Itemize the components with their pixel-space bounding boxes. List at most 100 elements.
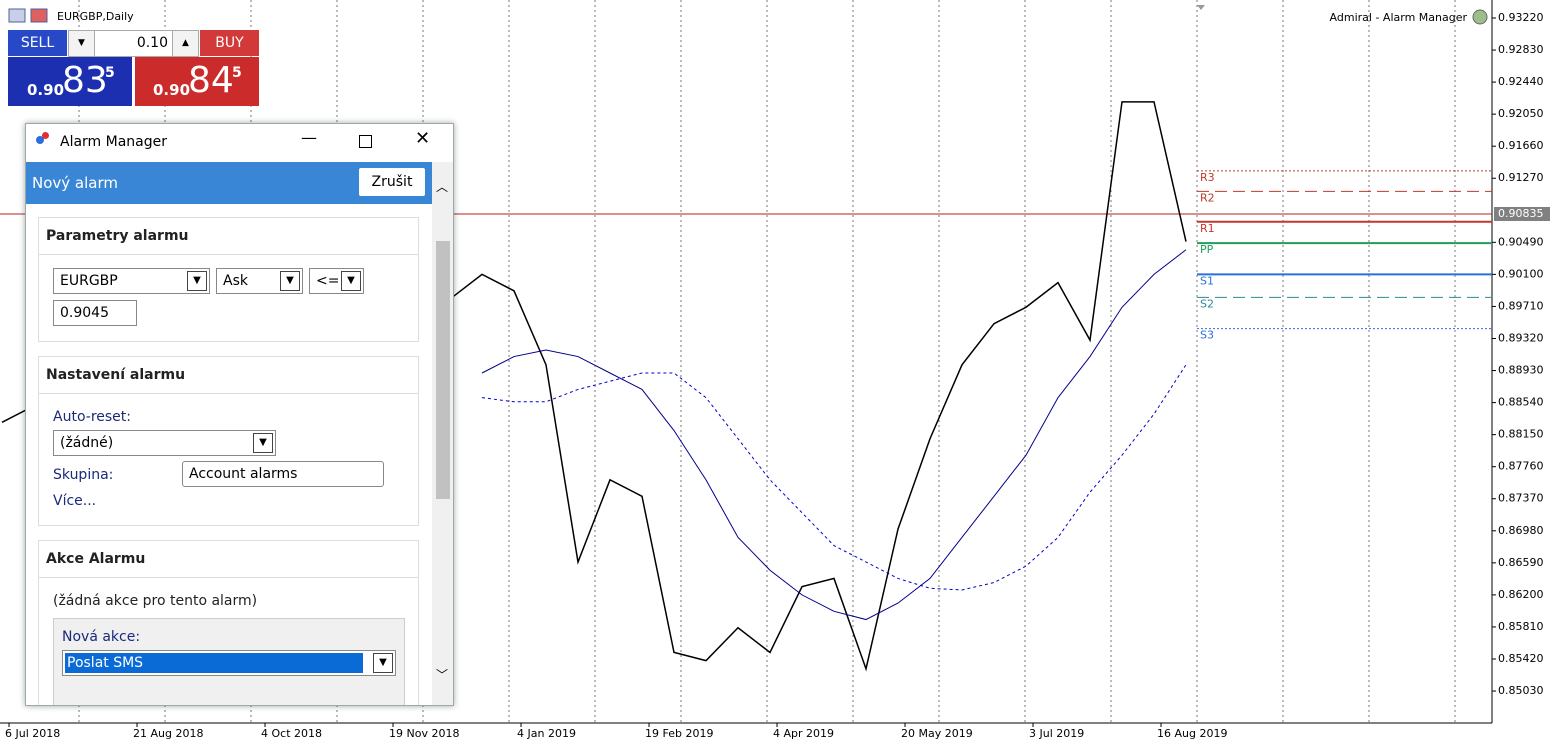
y-tick-label: 0.85030 [1498,684,1544,697]
y-tick-label: 0.87760 [1498,460,1544,473]
dialog-title: Alarm Manager [60,134,168,150]
pivot-label: S2 [1200,297,1214,310]
x-tick-label: 4 Jan 2019 [517,727,576,740]
price-line [481,364,1187,591]
cancel-button[interactable]: Zrušit [359,168,425,196]
y-tick-label: 0.85420 [1498,652,1544,665]
operator-select[interactable]: <= ▼ [309,268,364,294]
buy-button[interactable]: BUY [200,30,259,56]
indicator-label: Admiral - Alarm Manager [1330,11,1468,24]
y-tick-label: 0.92830 [1498,43,1544,56]
y-tick-label: 0.89710 [1498,299,1544,312]
icon [36,136,44,144]
scroll-thumb[interactable] [436,241,450,499]
icon [42,132,49,139]
pivot-label: R1 [1200,222,1215,235]
y-tick-label: 0.90100 [1498,267,1544,280]
select-value: EURGBP [60,273,118,289]
header-title: Nový alarm [32,174,118,192]
new-action-label: Nová akce: [62,629,141,645]
group-label: Skupina: [53,467,114,483]
value-input[interactable]: 0.9045 [53,300,137,326]
pivot-label: PP [1200,243,1214,256]
sell-main: 83 [62,60,108,101]
y-tick-label: 0.85810 [1498,620,1544,633]
x-tick-label: 3 Jul 2019 [1029,727,1084,740]
new-action-select[interactable]: Poslat SMS ▼ [62,650,396,676]
y-tick-label: 0.93220 [1498,11,1544,24]
marker [1197,5,1205,10]
y-tick-label: 0.92440 [1498,75,1544,88]
sell-sup: 5 [105,65,115,81]
select-value: Poslat SMS [65,653,363,673]
params-section: Parametry alarmu EURGBP ▼ Ask ▼ <= ▼ 0.9045 [38,217,419,342]
y-tick-label: 0.88930 [1498,364,1544,377]
buy-label: BUY [215,35,244,51]
pivot-label: S1 [1200,274,1214,287]
sell-prefix: 0.90 [27,81,65,99]
x-tick-label: 19 Nov 2018 [389,727,459,740]
close-button[interactable]: ✕ [415,128,431,149]
section-title: Parametry alarmu [39,218,418,255]
auto-reset-select[interactable]: (žádné) ▼ [53,430,276,456]
icon [8,8,26,23]
volume-down[interactable]: ▼ [68,30,95,57]
y-tick-label: 0.87370 [1498,492,1544,505]
x-tick-label: 16 Aug 2019 [1157,727,1227,740]
y-tick-label: 0.86590 [1498,556,1544,569]
scrollbar[interactable]: ︿ ﹀ [432,162,453,705]
maximize-button[interactable] [359,135,372,148]
symbol-select[interactable]: EURGBP ▼ [53,268,210,294]
x-tick-label: 20 May 2019 [901,727,973,740]
settings-section: Nastavení alarmu Auto-reset: (žádné) ▼ Sk… [38,356,419,526]
y-tick-label: 0.92050 [1498,107,1544,120]
volume-up[interactable]: ▲ [172,30,199,57]
group-input[interactable]: Account alarms [182,461,384,487]
scroll-down[interactable]: ﹀ [436,668,449,682]
select-value: Ask [223,273,248,289]
symbol-label: EURGBP,Daily [57,10,134,23]
x-tick-label: 21 Aug 2018 [133,727,203,740]
x-tick-label: 6 Jul 2018 [5,727,60,740]
y-tick-label: 0.88540 [1498,396,1544,409]
auto-reset-label: Auto-reset: [53,409,131,425]
select-value: <= [316,273,340,289]
x-tick-label: 4 Apr 2019 [773,727,834,740]
pivot-label: R2 [1200,191,1215,204]
sell-label: SELL [20,35,55,51]
sell-button[interactable]: SELL [8,30,67,56]
new-action-box: Nová akce: Poslat SMS ▼ [53,618,405,705]
current-price-box [1494,206,1550,221]
empty-actions: (žádná akce pro tento alarm) [53,593,258,609]
x-tick-label: 4 Oct 2018 [261,727,322,740]
buy-prefix: 0.90 [153,81,191,99]
y-tick-label: 0.91660 [1498,139,1544,152]
pivot-label: R3 [1200,171,1215,184]
sell-price[interactable]: 0.90 83 5 [8,57,132,106]
more-link[interactable]: Více... [53,493,97,509]
x-tick-label: 19 Feb 2019 [645,727,713,740]
y-tick-label: 0.91270 [1498,171,1544,184]
pivot-label: S3 [1200,329,1214,342]
minimize-button[interactable]: — [301,128,317,147]
icon [1472,9,1488,25]
y-tick-label: 0.86980 [1498,524,1544,537]
buy-main: 84 [188,60,234,101]
price-line [481,249,1187,621]
y-tick-label: 0.88150 [1498,428,1544,441]
section-title: Nastavení alarmu [39,357,418,394]
buy-price[interactable]: 0.90 84 5 [135,57,259,106]
volume-input[interactable]: 0.10 [94,30,173,57]
current-price-label: 0.90835 [1498,207,1544,220]
actions-section: Akce Alarmu (žádná akce pro tento alarm)… [38,540,419,705]
price-select[interactable]: Ask ▼ [216,268,303,294]
y-tick-label: 0.86200 [1498,588,1544,601]
y-tick-label: 0.89320 [1498,331,1544,344]
dialog-header: Nový alarm Zrušit [26,162,432,204]
buy-sup: 5 [232,65,242,81]
y-tick-label: 0.90490 [1498,235,1544,248]
alarm-dialog: Alarm Manager — ✕ Nový alarm Zrušit ︿ ﹀ … [25,123,454,706]
section-title: Akce Alarmu [39,541,418,578]
scroll-up[interactable]: ︿ [436,180,449,194]
